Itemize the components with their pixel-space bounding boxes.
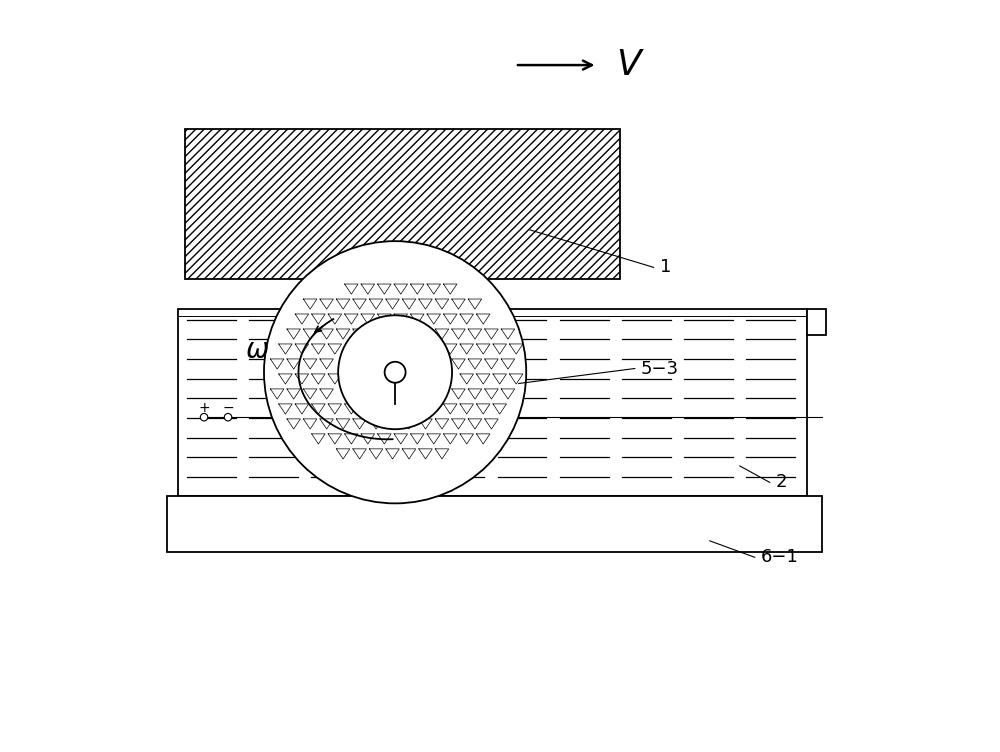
Circle shape (200, 414, 208, 421)
Text: −: − (222, 402, 234, 415)
Circle shape (264, 241, 526, 503)
Text: 6−1: 6−1 (761, 548, 799, 566)
Text: 1: 1 (660, 259, 671, 277)
Text: $\omega$: $\omega$ (245, 336, 269, 364)
Bar (185, 129, 620, 278)
Text: 5−3: 5−3 (641, 359, 679, 378)
Bar (807, 308, 826, 335)
Text: V: V (616, 48, 641, 82)
Circle shape (224, 414, 232, 421)
Bar (178, 308, 807, 496)
Circle shape (385, 362, 406, 383)
Text: +: + (198, 402, 210, 415)
Bar (167, 496, 822, 552)
Text: 2: 2 (776, 474, 787, 491)
Circle shape (338, 315, 452, 429)
